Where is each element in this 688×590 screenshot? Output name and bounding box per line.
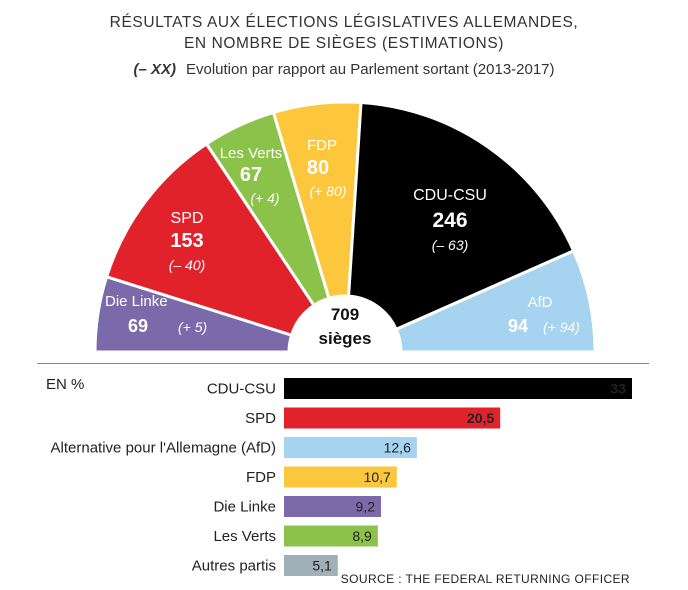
bar-label-spd: SPD — [245, 410, 276, 427]
hemicycle-slice-fdp — [271, 100, 363, 300]
bar-value-fdp: 10,7 — [364, 469, 391, 485]
bar-alternative-pour-l-allemagne-afd — [284, 437, 417, 458]
bar-label-autres-partis: Autres partis — [192, 558, 276, 575]
total-seats-value: 709 — [331, 305, 359, 324]
hemicycle-slice-afd — [394, 249, 597, 354]
source-note: SOURCE : THE FEDERAL RETURNING OFFICER — [340, 572, 630, 586]
bar-spd — [284, 407, 501, 429]
bar-die-linke — [284, 496, 382, 517]
slice-change-cdu-csu: (– 63) — [432, 237, 469, 253]
slice-change-fdp: (+ 80) — [310, 183, 347, 199]
bar-label-alternative-pour-l-allemagne-afd: Alternative pour l'Allemagne (AfD) — [51, 440, 276, 457]
change-legend: (– XX) Evolution par rapport au Parlement… — [0, 61, 688, 78]
bar-value-les-verts: 8,9 — [352, 528, 372, 544]
bar-value-die-linke: 9,2 — [356, 499, 376, 515]
total-seats-unit: sièges — [319, 329, 372, 348]
bar-value-cdu-csu: 33 — [610, 381, 626, 397]
percent-section-label: EN % — [46, 376, 85, 393]
bar-label-fdp: FDP — [246, 469, 276, 486]
bar-autres-partis — [284, 555, 338, 576]
change-legend-text: Evolution par rapport au Parlement sorta… — [185, 61, 555, 78]
hemicycle-slice-cdu-csu — [347, 101, 576, 331]
slice-seats-les-verts: 67 — [240, 164, 262, 186]
chart-title-line-1: RÉSULTATS AUX ÉLECTIONS LÉGISLATIVES ALL… — [109, 14, 579, 31]
slice-change-die-linke: (+ 5) — [178, 319, 207, 335]
bar-value-alternative-pour-l-allemagne-afd: 12,6 — [384, 440, 411, 456]
bar-label-die-linke: Die Linke — [213, 499, 276, 516]
section-divider — [37, 363, 649, 364]
change-legend-key: (– XX) — [133, 61, 176, 78]
slice-label-spd: SPD — [171, 210, 204, 227]
slice-label-die-linke: Die Linke — [105, 293, 168, 310]
slice-change-afd: (+ 94) — [543, 319, 580, 335]
slice-seats-die-linke: 69 — [128, 316, 148, 336]
bar-label-les-verts: Les Verts — [213, 528, 276, 545]
bar-cdu-csu — [284, 378, 632, 399]
bar-label-cdu-csu: CDU-CSU — [207, 381, 276, 398]
slice-seats-fdp: 80 — [307, 157, 329, 179]
slice-label-les-verts: Les Verts — [220, 145, 283, 162]
slice-seats-afd: 94 — [508, 316, 528, 336]
slice-label-fdp: FDP — [307, 137, 337, 154]
slice-label-cdu-csu: CDU-CSU — [413, 187, 487, 204]
bar-value-spd: 20,5 — [467, 410, 494, 426]
bar-value-autres-partis: 5,1 — [312, 558, 332, 574]
bar-fdp — [284, 466, 397, 488]
hemicycle-slice-spd — [105, 142, 316, 337]
slice-seats-cdu-csu: 246 — [432, 209, 467, 232]
slice-seats-spd: 153 — [170, 230, 203, 252]
slice-label-afd: AfD — [527, 294, 552, 311]
slice-change-spd: (– 40) — [169, 257, 206, 273]
bar-les-verts — [284, 525, 378, 547]
slice-change-les-verts: (+ 4) — [250, 190, 279, 206]
chart-title-line-2: EN NOMBRE DE SIÈGES (ESTIMATIONS) — [183, 35, 505, 52]
